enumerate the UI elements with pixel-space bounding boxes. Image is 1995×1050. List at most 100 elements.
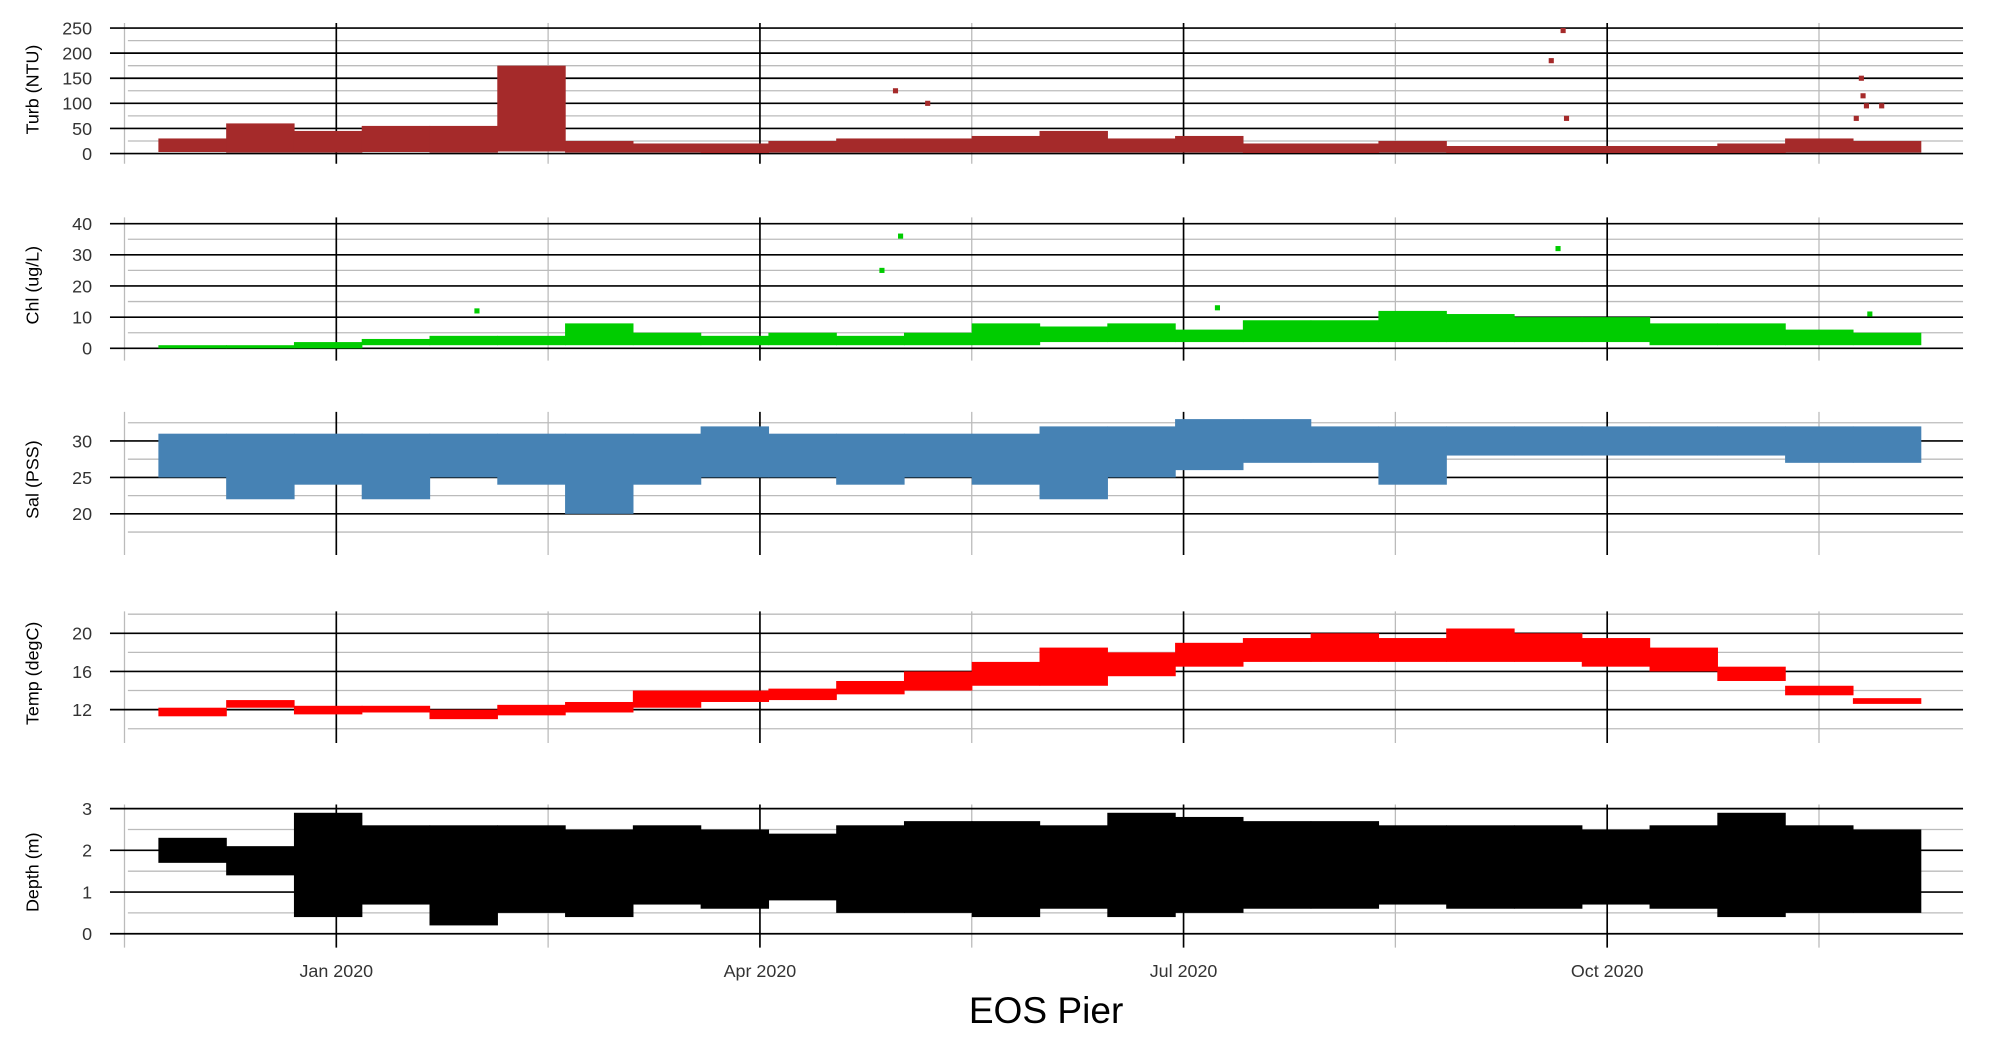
range-bar (1581, 145, 1651, 154)
range-bar (1785, 825, 1854, 913)
range-bar (1175, 642, 1244, 667)
range-bar (1039, 426, 1108, 500)
range-bar (429, 433, 498, 478)
outlier-point (1867, 311, 1873, 317)
x-axis-title: EOS Pier (969, 989, 1124, 1031)
range-bar (903, 433, 973, 478)
range-bar (1378, 310, 1447, 343)
range-bar (903, 821, 973, 913)
range-bar (1649, 426, 1718, 456)
outlier-point (898, 233, 904, 239)
y-tick-label: 30 (72, 431, 92, 451)
x-tick-label: Apr 2020 (724, 961, 797, 981)
y-tick-label: 12 (72, 700, 92, 720)
y-tick-label: 20 (72, 504, 92, 524)
range-bar (1649, 825, 1718, 909)
range-bar (158, 837, 227, 863)
range-bar (565, 829, 634, 918)
range-bar (1242, 821, 1312, 909)
x-tick-label: Jul 2020 (1150, 961, 1218, 981)
range-bar (429, 125, 498, 153)
range-bar (1785, 426, 1854, 463)
range-bar (836, 433, 905, 485)
outlier-point (1860, 93, 1866, 99)
range-bar (565, 433, 634, 514)
range-bar (497, 704, 566, 716)
range-bar (293, 812, 363, 918)
range-bar (361, 433, 431, 500)
range-bar (158, 433, 227, 478)
range-bar (1649, 145, 1718, 154)
y-tick-label: 250 (62, 18, 92, 38)
outlier-point (1563, 115, 1570, 121)
range-bar (836, 825, 905, 913)
range-bar (836, 138, 905, 153)
y-tick-label: 25 (72, 468, 92, 488)
range-bar (293, 342, 363, 349)
range-bar (1513, 426, 1583, 456)
y-tick-label: 40 (72, 214, 92, 234)
range-bar (497, 335, 566, 346)
range-bar (700, 335, 770, 346)
range-bar (971, 135, 1041, 153)
range-bar (700, 426, 770, 478)
outlier-point (474, 308, 480, 314)
range-bar (1717, 426, 1786, 456)
range-bar (1717, 323, 1786, 346)
range-bar (1107, 138, 1176, 153)
outlier-point (892, 88, 899, 94)
range-bar (1310, 426, 1380, 463)
range-bar (1039, 825, 1108, 909)
range-bar (1717, 812, 1786, 918)
range-bar (1513, 633, 1583, 662)
range-bar (361, 825, 431, 905)
range-bar (1242, 320, 1312, 343)
outlier-point (1214, 305, 1221, 311)
range-bar (565, 323, 634, 346)
range-bar (1446, 314, 1515, 343)
range-bar (1242, 638, 1312, 662)
outlier-point (1863, 103, 1869, 109)
range-bar (226, 700, 295, 708)
range-bar (1581, 317, 1651, 343)
outlier-point (879, 267, 885, 273)
range-bar (497, 433, 566, 485)
range-bar (1242, 143, 1312, 154)
range-bar (1717, 666, 1786, 681)
range-bar (632, 433, 702, 485)
range-bar (632, 332, 702, 346)
y-tick-label: 10 (72, 308, 92, 328)
range-bar (903, 332, 973, 346)
x-tick-label: Jan 2020 (299, 961, 373, 981)
y-tick-label: 200 (62, 44, 92, 64)
range-bar (836, 335, 905, 346)
range-bar (1785, 138, 1854, 153)
outlier-point (1548, 58, 1554, 64)
range-bar (1446, 145, 1515, 154)
range-bar (226, 345, 295, 349)
range-bar (768, 688, 837, 701)
y-axis-title: Depth (m) (22, 832, 42, 912)
y-tick-label: 0 (82, 339, 92, 359)
y-tick-label: 100 (62, 94, 92, 114)
range-bar (1039, 647, 1108, 686)
y-tick-label: 16 (72, 662, 92, 682)
range-bar (1717, 143, 1786, 154)
y-axis-title: Sal (PSS) (22, 440, 42, 519)
y-axis-title: Temp (degC) (22, 622, 42, 725)
range-bar (1378, 426, 1447, 485)
range-bar (158, 707, 227, 717)
y-tick-label: 30 (72, 245, 92, 265)
outlier-point (1858, 75, 1864, 81)
range-bar (971, 821, 1041, 918)
range-bar (565, 140, 634, 153)
y-tick-label: 0 (82, 924, 92, 944)
range-bar (158, 138, 227, 153)
range-bar (836, 680, 905, 695)
range-bar (497, 825, 566, 913)
range-bar (700, 829, 770, 909)
range-bar (1649, 323, 1718, 346)
range-bar (700, 143, 770, 154)
outlier-point (1879, 103, 1885, 109)
range-bar (1175, 816, 1244, 913)
